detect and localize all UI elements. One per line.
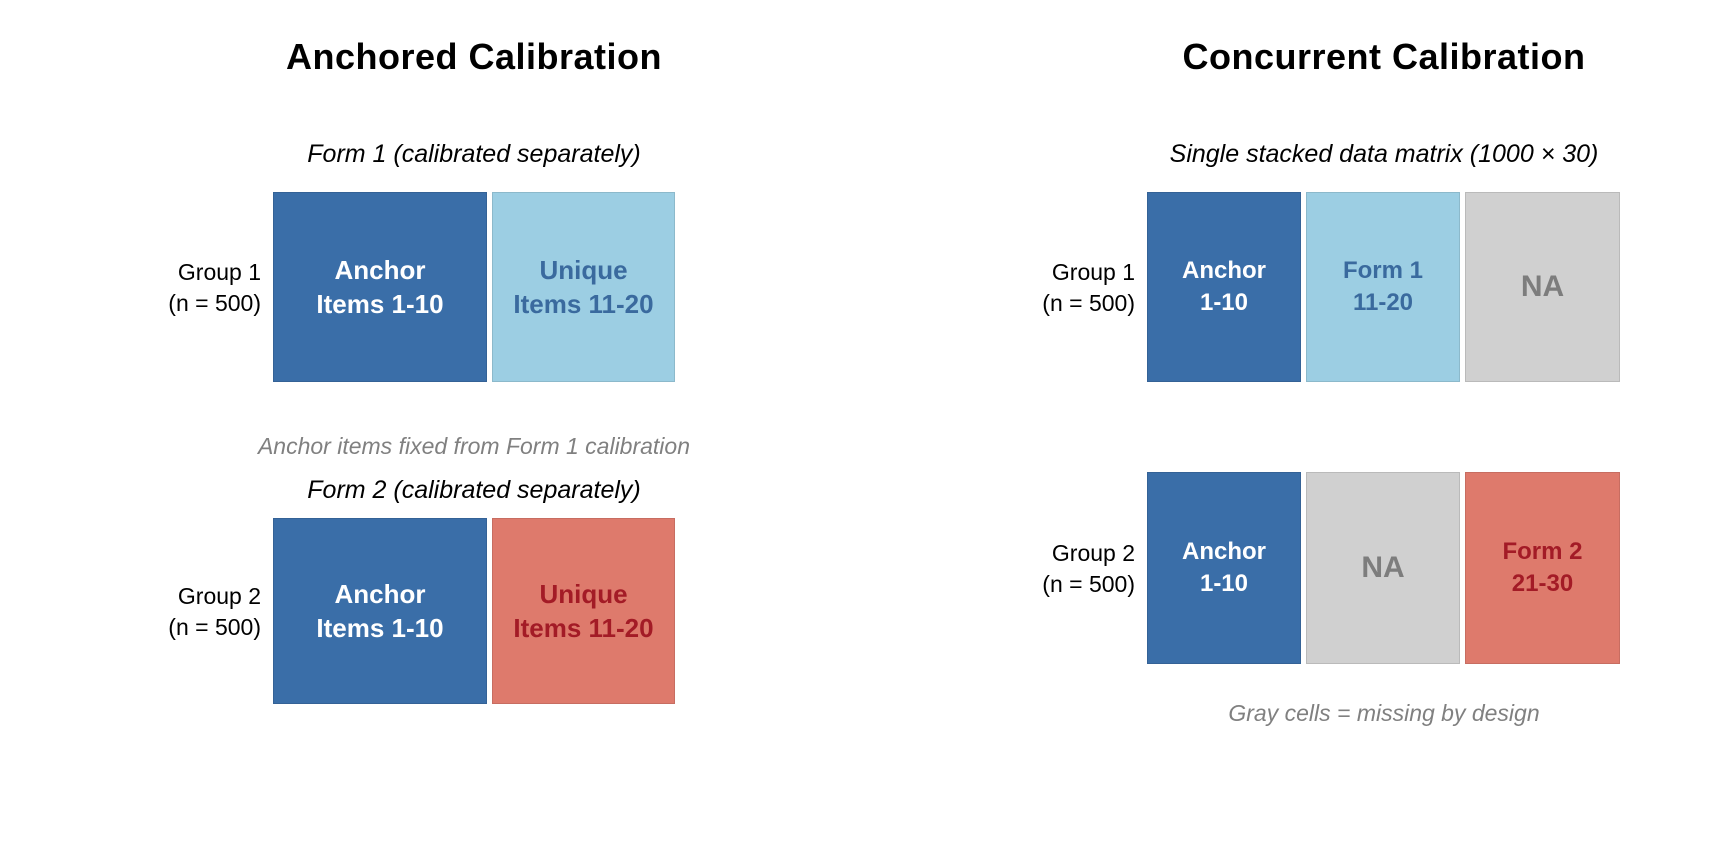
right-group1-label-line1: Group 1 [1051,259,1135,285]
left-group2-label-line1: Group 2 [177,583,261,609]
left-group1-label: Group 1 (n = 500) [61,257,261,319]
row1-anchor-cell: Anchor 1-10 [1147,192,1301,382]
row1-na-cell-text: NA [1520,270,1565,303]
form2-anchor-cell-line1: Anchor [334,579,426,609]
anchor-fixed-note: Anchor items fixed from Form 1 calibrati… [257,433,691,459]
stacked-matrix-subtitle: Single stacked data matrix (1000 × 30) [1169,140,1599,168]
gray-cells-caption: Gray cells = missing by design [1228,700,1540,726]
form2-anchor-cell-line2: Items 1-10 [316,613,444,643]
right-group2-label-line1: Group 2 [1051,540,1135,566]
stacked-matrix-row1: Anchor 1-10 Form 1 11-20 NA [1147,192,1620,382]
form1-subtitle: Form 1 (calibrated separately) [307,140,641,168]
row1-anchor-cell-line2: 1-10 [1199,289,1249,316]
row2-form2-cell-line1: Form 2 [1502,538,1583,565]
form1-matrix-row: Anchor Items 1-10 Unique Items 11-20 [273,192,675,382]
right-group2-label: Group 2 (n = 500) [935,538,1135,600]
row2-form2-cell: Form 2 21-30 [1465,472,1620,664]
row2-form2-cell-line2: 21-30 [1511,570,1574,597]
concurrent-panel-title: Concurrent Calibration [1182,36,1586,77]
row1-anchor-cell-line1: Anchor [1182,257,1266,284]
row1-na-cell: NA [1465,192,1620,382]
right-group1-label: Group 1 (n = 500) [935,257,1135,319]
left-group1-label-line1: Group 1 [177,259,261,285]
right-group2-label-line2: (n = 500) [1042,571,1135,597]
form2-matrix-row: Anchor Items 1-10 Unique Items 11-20 [273,518,675,704]
anchored-panel-title: Anchored Calibration [285,36,663,77]
row1-form1-cell: Form 1 11-20 [1306,192,1460,382]
left-group2-label: Group 2 (n = 500) [61,581,261,643]
form2-unique-cell: Unique Items 11-20 [492,518,675,704]
stacked-matrix-row2: Anchor 1-10 NA Form 2 21-30 [1147,472,1620,664]
row1-form1-cell-line1: Form 1 [1342,257,1423,284]
form2-unique-cell-line2: Items 11-20 [513,613,654,643]
row2-anchor-cell-line2: 1-10 [1199,570,1249,597]
form2-anchor-cell: Anchor Items 1-10 [273,518,487,704]
form1-unique-cell-line1: Unique [539,255,628,285]
right-group1-label-line2: (n = 500) [1042,290,1135,316]
row2-anchor-cell: Anchor 1-10 [1147,472,1301,664]
form1-anchor-cell-line2: Items 1-10 [316,289,444,319]
left-group1-label-line2: (n = 500) [168,290,261,316]
form1-anchor-cell-line1: Anchor [334,255,426,285]
form2-unique-cell-line1: Unique [539,579,628,609]
form2-subtitle: Form 2 (calibrated separately) [307,476,641,504]
form1-unique-cell-line2: Items 11-20 [513,289,654,319]
form1-unique-cell: Unique Items 11-20 [492,192,675,382]
row2-anchor-cell-line1: Anchor [1182,538,1266,565]
row2-na-cell: NA [1306,472,1460,664]
form1-anchor-cell: Anchor Items 1-10 [273,192,487,382]
left-group2-label-line2: (n = 500) [168,614,261,640]
row1-form1-cell-line2: 11-20 [1352,289,1414,316]
row2-na-cell-text: NA [1361,551,1405,584]
